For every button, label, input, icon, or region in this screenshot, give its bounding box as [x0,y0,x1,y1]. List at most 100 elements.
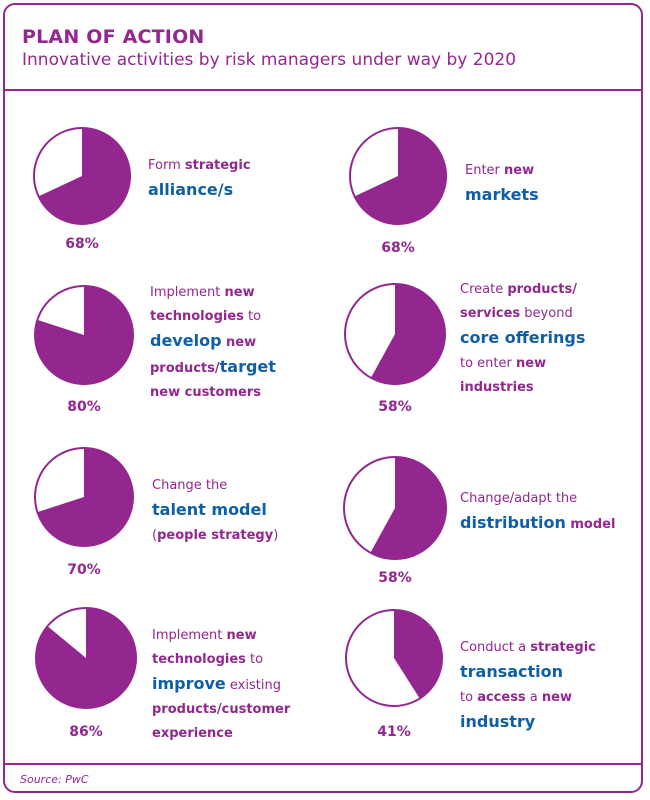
label-text: experience [152,726,233,741]
pie-slice [394,610,442,699]
emphasis-text: distribution [460,513,566,532]
activity-label-line: (people strategy) [152,524,278,548]
pie-chart-4 [344,283,446,385]
label-text: technologies [150,309,244,324]
label-text: new [224,285,255,300]
footer-divider [3,763,643,765]
label-text: new [516,356,547,371]
activity-label: Enter new markets [465,159,539,209]
pie-slice [370,457,446,559]
label-text: ( [152,528,158,543]
percent-label: 86% [69,724,103,740]
activity-label: Implement new technologies to improve exis… [152,624,290,746]
activity-label-line: new customers [150,381,276,405]
activity-label-line: Change/adapt the [460,487,615,511]
card-frame [3,3,643,793]
label-text: existing [225,678,281,693]
label-text: strategic [530,640,596,655]
activity-label-line: core offerings [460,326,585,352]
emphasis-text: markets [465,185,539,204]
pie-chart-1 [33,127,131,225]
activity-label-line: distribution model [460,511,615,537]
label-text: Create [460,282,508,297]
pie-chart-2 [349,127,447,225]
pie-chart-6 [343,456,447,560]
activity-label-line: markets [465,183,539,209]
activity-label-line: experience [152,722,290,746]
label-text: model [565,517,616,532]
activity-label-line: technologies to [152,648,290,672]
activity-label-line: products/target [150,355,276,381]
header-divider [3,89,643,91]
activity-label-line: Create products/ [460,278,585,302]
label-text: new [221,335,257,350]
page-title: PLAN OF ACTION [22,26,205,48]
activity-label-line: Implement new [152,624,290,648]
activity-label-line: Change the [152,474,278,498]
emphasis-text: industry [460,712,536,731]
label-text: Implement [152,628,227,643]
pie-chart-5 [34,447,134,547]
label-text: Enter [465,163,505,178]
percent-label: 70% [67,562,101,578]
percent-label: 41% [377,724,411,740]
label-text: ) [273,528,279,543]
activity-label-line: talent model [152,498,278,524]
label-text: products/customer [152,702,291,717]
activity-label-line: industries [460,376,585,400]
label-text: to [460,690,478,705]
activity-label-line: services beyond [460,302,585,326]
label-text: services [460,306,521,321]
label-text: new [226,628,257,643]
label-text: new [504,163,535,178]
label-text: new [541,690,572,705]
percent-label: 68% [65,236,99,252]
pie-slice [370,284,445,384]
percent-label: 58% [378,399,412,415]
percent-label: 58% [378,570,412,586]
activity-label-line: transaction [460,660,596,686]
label-text: industries [460,380,534,395]
emphasis-text: develop [150,331,222,350]
pie-slice [37,448,133,546]
emphasis-text: talent model [152,500,267,519]
emphasis-text: transaction [460,662,564,681]
activity-label: Change/adapt the distribution model [460,487,615,537]
label-text: to [243,309,262,324]
activity-label-line: develop new [150,329,276,355]
label-text: Implement [150,285,225,300]
pie-slice [38,128,131,224]
pie-chart-3 [34,285,134,385]
pie-chart-7 [35,607,137,709]
activity-label: Form strategic alliance/s [148,154,251,204]
emphasis-text: alliance/s [148,180,234,199]
label-text: to enter [460,356,516,371]
label-text: a [525,690,542,705]
label-text: new customers [150,385,261,400]
activity-label-line: Conduct a strategic [460,636,596,660]
page-subtitle: Innovative activities by risk managers u… [22,50,517,70]
activity-label-line: improve existing [152,672,290,698]
label-text: beyond [520,306,573,321]
activity-label-line: Implement new [150,281,276,305]
label-text: Change/adapt the [460,491,578,506]
activity-label: Create products/services beyond core offe… [460,278,585,400]
label-text: products/ [507,282,577,297]
activity-label-line: to enter new [460,352,585,376]
emphasis-text: improve [152,674,226,693]
activity-label-line: Enter new [465,159,539,183]
label-text: Conduct a [460,640,531,655]
pie-slice [35,286,133,384]
label-text: Form [148,158,185,173]
activity-label-line: alliance/s [148,178,251,204]
emphasis-text: target [219,357,276,376]
label-text: products/ [150,361,220,376]
label-text: people strategy [157,528,274,543]
activity-label-line: to access a new [460,686,596,710]
label-text: access [477,690,526,705]
pie-slice [354,128,446,224]
activity-label-line: technologies to [150,305,276,329]
activity-label-line: Form strategic [148,154,251,178]
pie-chart-8 [345,609,443,707]
percent-label: 68% [381,240,415,256]
